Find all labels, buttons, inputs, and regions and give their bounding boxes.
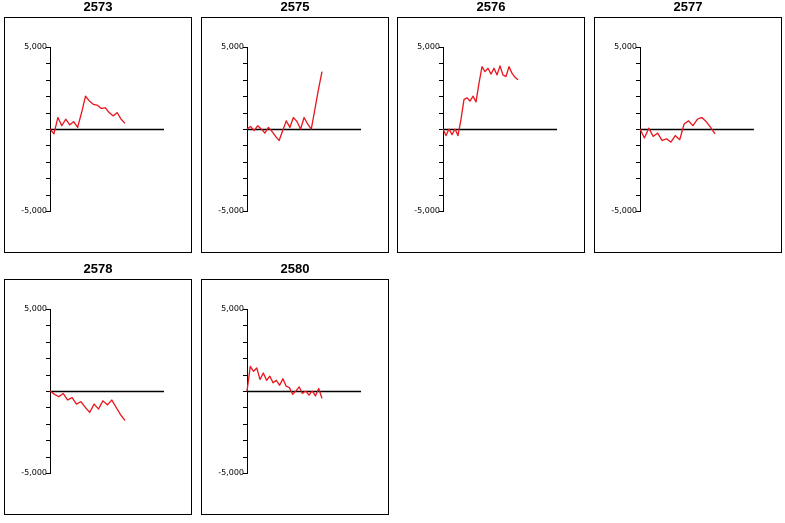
chart-plot: 5,000 -5,000	[4, 279, 192, 515]
chart-plot: 5,000 -5,000	[397, 17, 585, 253]
chart-panel: 2580 5,000 -5,000	[197, 262, 393, 523]
chart-plot: 5,000 -5,000	[201, 279, 389, 515]
chart-plot: 5,000 -5,000	[4, 17, 192, 253]
y-tick-label: 5,000	[417, 42, 440, 51]
chart-title: 2575	[280, 0, 310, 14]
series-line	[442, 65, 519, 137]
chart-title: 2580	[280, 261, 310, 276]
y-tick-label: -5,000	[414, 206, 440, 215]
chart-panel: 2578 5,000 -5,000	[0, 262, 196, 523]
y-tick-label: 5,000	[24, 304, 47, 313]
y-tick-label: 5,000	[221, 42, 244, 51]
panel-frame	[4, 279, 192, 515]
series-line	[246, 71, 323, 142]
chart-panel: 2576 5,000 -5,000	[393, 0, 589, 261]
chart-title: 2573	[83, 0, 113, 14]
panel-frame	[201, 279, 389, 515]
y-tick-label: 5,000	[221, 304, 244, 313]
y-tick-label: 5,000	[614, 42, 637, 51]
panel-frame	[201, 17, 389, 253]
chart-plot: 5,000 -5,000	[201, 17, 389, 253]
y-tick-label: -5,000	[218, 468, 244, 477]
panel-frame	[397, 17, 585, 253]
y-tick-label: -5,000	[218, 206, 244, 215]
y-tick-label: -5,000	[21, 206, 47, 215]
panel-frame	[4, 17, 192, 253]
chart-panel: 2577 5,000 -5,000	[590, 0, 785, 261]
chart-panel: 2575 5,000 -5,000	[197, 0, 393, 261]
series-line	[49, 95, 126, 135]
chart-title: 2577	[673, 0, 703, 14]
chart-title: 2576	[476, 0, 506, 14]
series-line	[49, 390, 126, 421]
chart-panel: 2573 5,000 -5,000	[0, 0, 196, 261]
y-tick-label: -5,000	[611, 206, 637, 215]
chart-plot: 5,000 -5,000	[594, 17, 782, 253]
series-line	[639, 116, 716, 143]
y-tick-label: 5,000	[24, 42, 47, 51]
y-tick-label: -5,000	[21, 468, 47, 477]
panel-frame	[594, 17, 782, 253]
series-line	[246, 365, 323, 399]
chart-title: 2578	[83, 261, 113, 276]
